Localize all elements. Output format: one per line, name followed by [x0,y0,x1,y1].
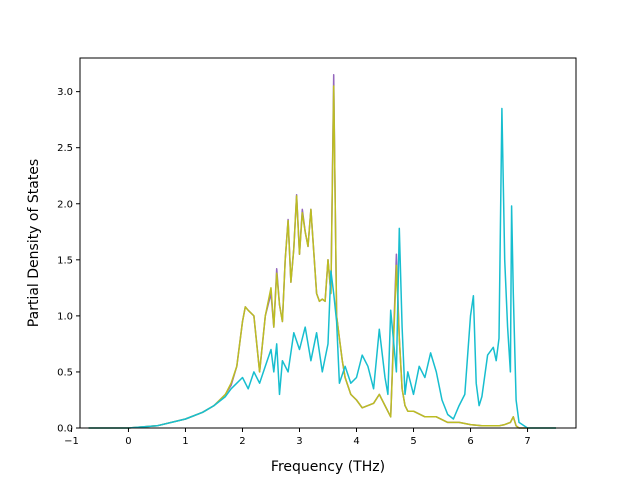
x-tick-label: 0 [125,436,131,447]
y-tick-label: 0.0 [57,424,73,435]
x-tick-label: 4 [353,436,359,447]
x-axis-ticks: −1 0 1 2 3 4 5 6 7 [64,428,531,447]
series-line-2 [88,85,556,429]
x-tick-label: 2 [239,436,245,447]
series-line-3 [88,107,556,429]
y-tick-label: 3.0 [57,87,73,98]
y-tick-label: 1.5 [57,255,73,266]
x-tick-label: 7 [524,436,530,447]
x-tick-label: 3 [296,436,302,447]
y-tick-label: 2.5 [57,143,73,154]
x-axis-label: Frequency (THz) [271,459,385,475]
x-tick-label: 5 [410,436,416,447]
y-axis-ticks: 0.0 0.5 1.0 1.5 2.0 2.5 3.0 [57,87,80,435]
x-tick-label: −1 [64,436,79,447]
plot-frame [79,57,577,429]
plot-lines [88,74,556,429]
y-tick-label: 0.5 [57,367,73,378]
y-tick-label: 1.0 [57,311,73,322]
y-axis-label: Partial Density of States [26,159,42,327]
x-tick-label: 6 [467,436,473,447]
x-tick-label: 1 [182,436,188,447]
y-tick-label: 2.0 [57,199,73,210]
